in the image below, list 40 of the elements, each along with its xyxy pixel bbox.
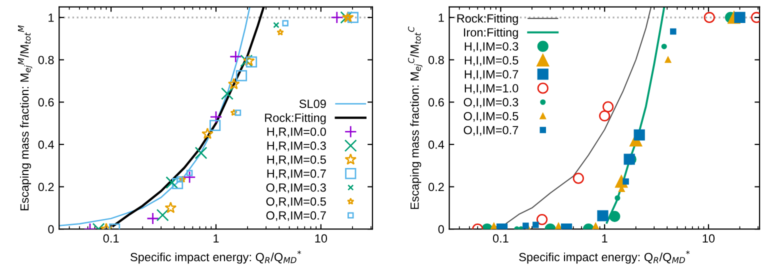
y-tick-label: 0.6	[428, 98, 444, 107]
legend-label: Rock:Fitting	[457, 14, 518, 25]
x-tick-label: 10	[315, 234, 328, 243]
legend-label: H,R,IM=0.7	[267, 169, 326, 180]
x-tick-label: 0.1	[103, 234, 119, 243]
y-tick-label: 0	[48, 225, 54, 234]
legend-label: H,R,IM=0.5	[267, 155, 326, 166]
legend-label: O,R,IM=0.5	[266, 197, 326, 208]
y-tick-label: 0.4	[38, 140, 54, 149]
x-tick-label: 10	[702, 234, 715, 243]
legend-label: H,I,IM=0.7	[464, 70, 518, 80]
legend-label: O,R,IM=0.7	[266, 211, 326, 222]
legend-label: O,I,IM=0.3	[464, 98, 518, 108]
legend-label: Rock:Fitting	[265, 113, 326, 124]
legend-label: Iron:Fitting	[464, 28, 518, 39]
y-tick-label: 0.2	[38, 182, 54, 192]
y-axis-title: Escaping mass fraction: M$_{ej}$$^{C}$/M$_{tot}$$^{C}$	[408, 26, 422, 209]
y-tick-label: 0.8	[38, 56, 54, 64]
y-tick-label: 0	[438, 225, 444, 234]
x-tick-label: 1	[602, 234, 608, 242]
x-axis-title: Specific impact energy: Q$_{R}$/Q$_{MD}$$^{*}$	[519, 250, 690, 264]
legend-label: O,I,IM=0.7	[464, 126, 518, 136]
legend-label: H,I,IM=1.0	[464, 84, 518, 94]
legend-label: H,I,IM=0.3	[464, 42, 518, 52]
y-tick-label: 0.8	[428, 56, 444, 64]
x-tick-label: 0.1	[492, 234, 508, 243]
y-tick-label: 1	[48, 14, 54, 22]
legend-label: H,I,IM=0.5	[464, 56, 518, 66]
x-axis-title: Specific impact energy: Q$_{R}$/Q$_{MD}$$^{*}$	[130, 250, 302, 264]
y-tick-label: 0.4	[428, 140, 444, 149]
legend-label: H,R,IM=0.3	[267, 142, 326, 152]
legend-label: H,R,IM=0.0	[267, 128, 326, 138]
y-tick-label: 0.6	[38, 98, 54, 107]
x-tick-label: 1	[214, 234, 219, 242]
y-tick-label: 0.2	[428, 182, 444, 192]
legend-label: O,I,IM=0.5	[464, 112, 518, 122]
legend-label: SL09	[299, 100, 326, 108]
legend-label: O,R,IM=0.3	[266, 183, 326, 194]
y-axis-title: Escaping mass fraction: M$_{ej}$$^{M}$/M$_{tot}$$^{M}$	[18, 25, 32, 210]
y-tick-label: 1	[438, 14, 444, 22]
